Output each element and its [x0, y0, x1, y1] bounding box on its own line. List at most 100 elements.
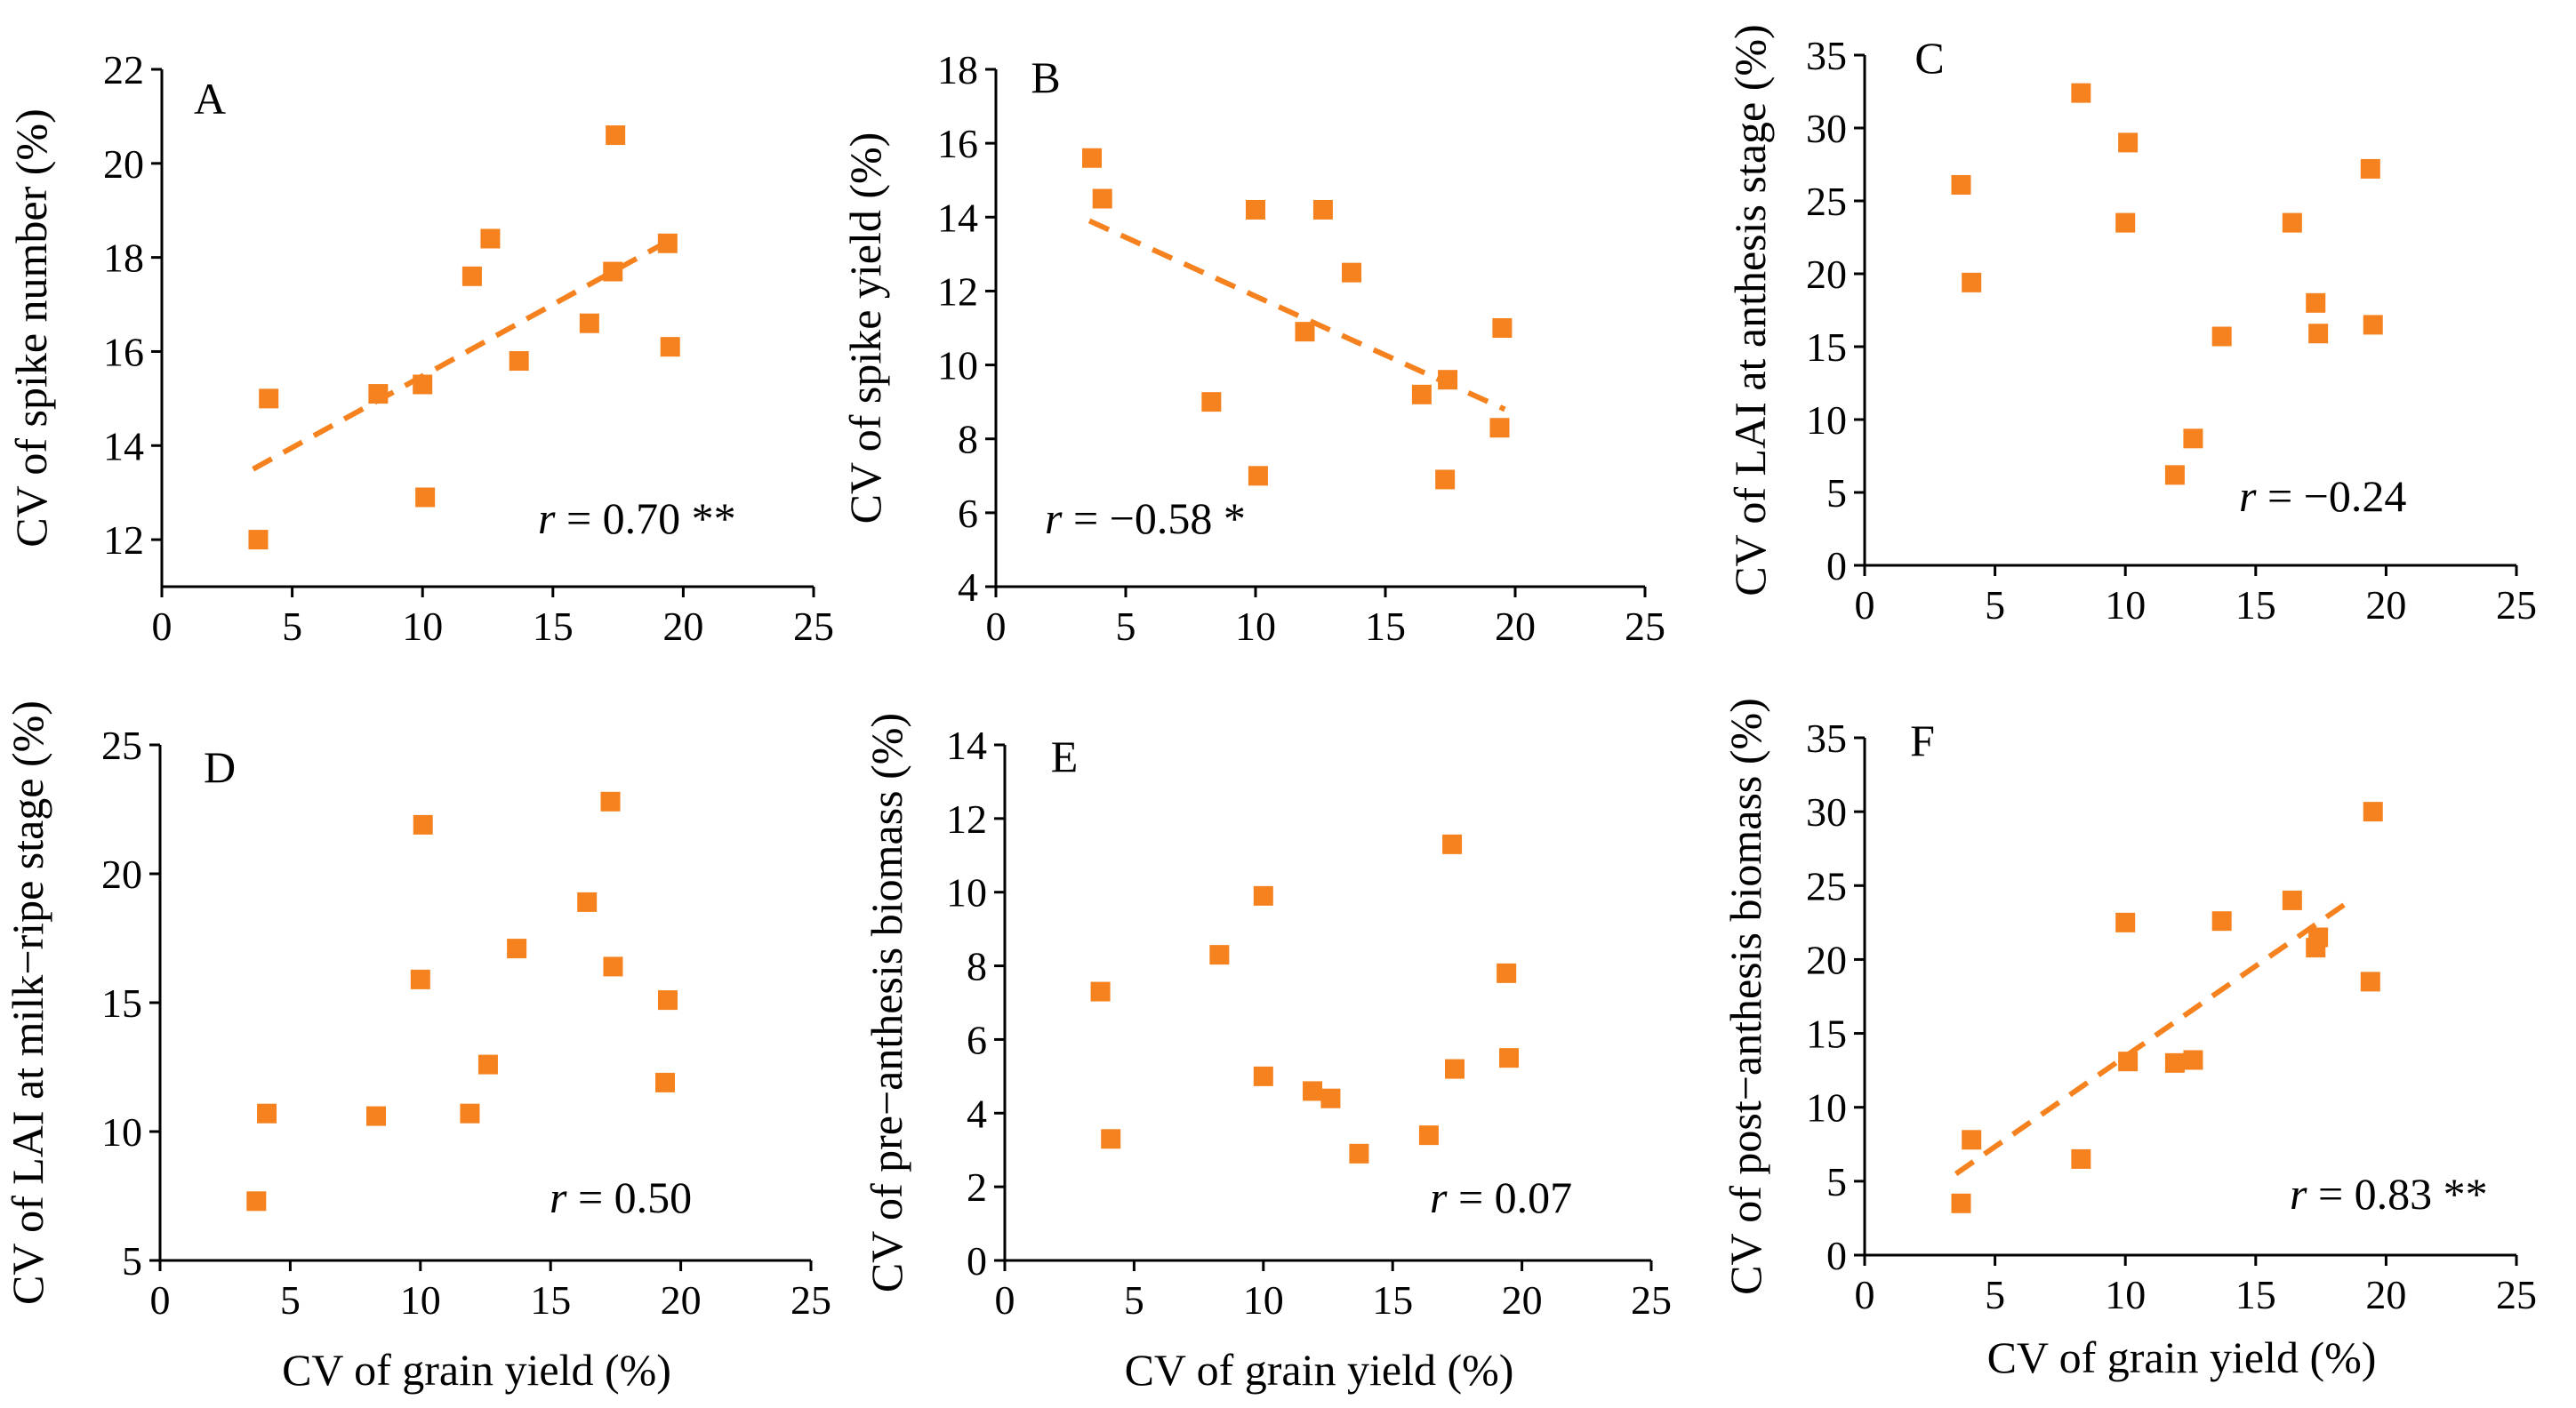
y-tick-label: 15 — [101, 980, 142, 1026]
y-tick-label: 8 — [967, 944, 987, 989]
y-axis-title: CV of LAI at anthesis stage (%) — [1725, 24, 1775, 596]
data-point — [2115, 213, 2135, 233]
x-tick-label: 15 — [530, 1277, 571, 1323]
y-axis-title: CV of post−anthesis biomass (%) — [1721, 698, 1770, 1295]
x-tick-label: 15 — [1372, 1277, 1413, 1323]
y-tick-label: 25 — [101, 723, 142, 768]
data-point — [2118, 1052, 2138, 1071]
data-point — [1445, 1060, 1465, 1079]
data-point — [1209, 945, 1229, 964]
data-point — [1951, 1194, 1970, 1213]
panel-letter: C — [1914, 33, 1944, 83]
x-tick-label: 5 — [280, 1277, 301, 1323]
panel-a: 0 5 10 15 20 25 12 14 16 18 20 22 CV of spike number… — [6, 47, 834, 649]
correlation-symbol: r — [538, 493, 556, 543]
x-tick-label: 5 — [1985, 582, 2005, 628]
y-tick-label: 0 — [967, 1238, 987, 1284]
y-tick-label: 4 — [958, 564, 978, 610]
correlation-label: r = 0.07 — [1430, 1172, 1572, 1222]
panel-letter: A — [194, 74, 226, 124]
y-tick-label: 12 — [103, 517, 144, 563]
x-axis-title: CV of grain yield (%) — [282, 1345, 671, 1395]
correlation-label: r = −0.24 — [2239, 471, 2406, 521]
data-point — [1248, 466, 1268, 485]
data-point — [478, 1055, 498, 1075]
x-tick-label: 20 — [662, 604, 703, 649]
x-tick-label: 5 — [1985, 1272, 2005, 1317]
data-point — [2363, 315, 2383, 334]
x-tick-label: 5 — [1124, 1277, 1144, 1323]
data-point — [661, 337, 680, 356]
x-tick-label: 25 — [790, 1277, 831, 1323]
data-point — [2306, 293, 2325, 313]
x-tick-label: 0 — [986, 604, 1007, 649]
data-point — [2308, 927, 2328, 947]
y-tick-label: 20 — [101, 852, 142, 897]
y-tick-label: 5 — [122, 1238, 142, 1284]
data-point — [1499, 1048, 1519, 1068]
x-tick-label: 15 — [533, 604, 574, 649]
panel-letter: F — [1910, 716, 1935, 765]
data-point — [1497, 964, 1516, 983]
correlation-symbol: r — [1430, 1172, 1448, 1222]
x-tick-label: 20 — [1495, 604, 1536, 649]
x-tick-label: 15 — [1365, 604, 1406, 649]
data-point — [246, 1191, 266, 1211]
x-tick-label: 25 — [793, 604, 834, 649]
y-tick-label: 20 — [1806, 937, 1847, 982]
data-point — [1313, 200, 1333, 220]
y-tick-label: 18 — [937, 47, 978, 92]
x-tick-label: 0 — [995, 1277, 1015, 1323]
correlation-label: r = 0.70 ** — [538, 493, 736, 543]
y-tick-label: 22 — [103, 47, 144, 92]
data-point — [1082, 148, 1102, 168]
x-tick-label: 10 — [402, 604, 443, 649]
y-tick-label: 15 — [1806, 1012, 1847, 1057]
x-tick-label: 5 — [282, 604, 302, 649]
y-axis-title: CV of spike yield (%) — [840, 132, 890, 524]
data-point — [1492, 318, 1512, 338]
x-tick-label: 20 — [2365, 582, 2406, 628]
data-point — [2165, 1053, 2185, 1073]
data-point — [2115, 913, 2135, 932]
correlation-value: = −0.24 — [2256, 471, 2406, 521]
data-point — [1091, 982, 1111, 1002]
data-point — [1438, 370, 1457, 389]
y-axis-title: CV of spike number (%) — [6, 108, 56, 547]
y-tick-label: 14 — [946, 723, 987, 768]
data-point — [1254, 1067, 1273, 1086]
data-point — [1342, 263, 1361, 283]
data-point — [2361, 972, 2380, 991]
data-point — [2212, 911, 2232, 931]
y-tick-label: 30 — [1806, 789, 1847, 835]
data-point — [580, 314, 599, 333]
panel-e: 0 5 10 15 20 25 0 2 4 6 8 10 12 14 CV of pre−anthesis … — [862, 713, 1672, 1395]
data-point — [1295, 322, 1314, 341]
data-point — [415, 487, 435, 507]
correlation-symbol: r — [1045, 493, 1063, 543]
data-point — [510, 351, 529, 371]
y-tick-label: 10 — [937, 343, 978, 388]
x-tick-label: 20 — [661, 1277, 702, 1323]
y-axis-title: CV of LAI at milk−ripe stage (%) — [3, 700, 52, 1305]
y-tick-label: 16 — [103, 329, 144, 374]
y-tick-label: 30 — [1806, 106, 1847, 151]
x-tick-label: 0 — [152, 604, 173, 649]
y-tick-label: 12 — [937, 268, 978, 314]
data-point — [1489, 418, 1509, 437]
data-point — [1320, 1089, 1340, 1108]
data-point — [2183, 1051, 2203, 1070]
panel-b: 0 5 10 15 20 25 4 6 8 10 12 14 16 18 CV of spike yield… — [840, 47, 1665, 649]
data-point — [2283, 213, 2302, 233]
panel-f: 0 5 10 15 20 25 0 5 10 15 20 25 30 35 CV of post−anthe… — [1721, 698, 2537, 1382]
panel-c: 0 5 10 15 20 25 0 5 10 15 20 25 30 35 CV of LAI at ant… — [1725, 24, 2537, 628]
y-tick-label: 14 — [937, 195, 978, 240]
data-point — [603, 956, 622, 976]
x-tick-label: 10 — [400, 1277, 441, 1323]
panel-letter: B — [1031, 52, 1060, 102]
correlation-value: = 0.70 ** — [555, 493, 735, 543]
x-tick-label: 25 — [1625, 604, 1665, 649]
data-point — [1303, 1081, 1322, 1100]
y-tick-label: 15 — [1806, 324, 1847, 370]
